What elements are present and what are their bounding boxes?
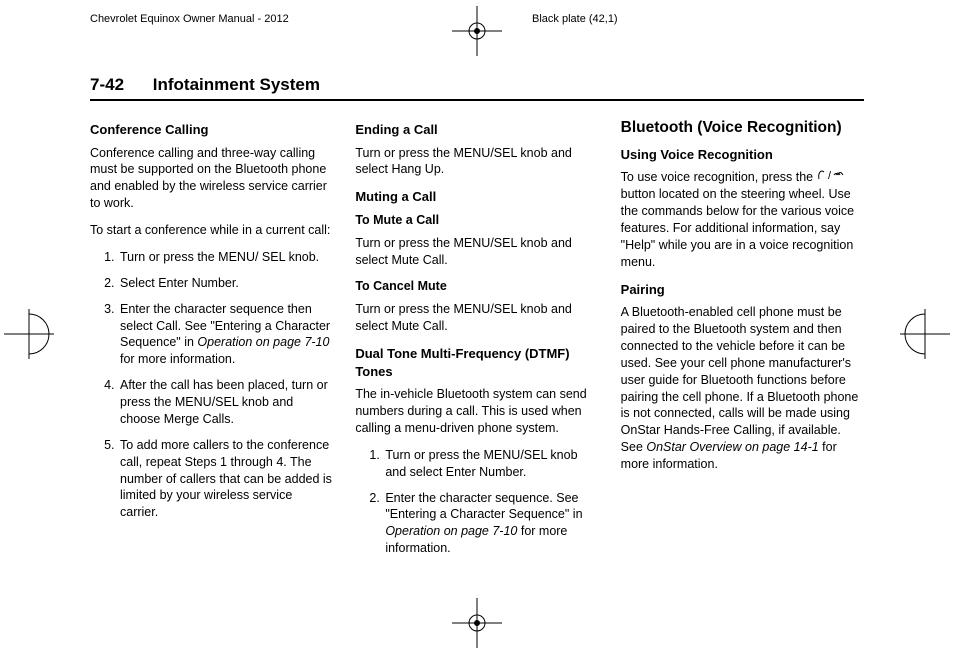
column-3: Bluetooth (Voice Recognition) Using Voic… [621,119,864,567]
registration-mark-left [4,309,54,359]
registration-mark-bottom [452,598,502,648]
list-item: To add more callers to the conference ca… [118,437,333,521]
list-item: After the call has been placed, turn or … [118,377,333,428]
registration-mark-top [452,6,502,56]
list-item: Enter the character sequence then select… [118,301,333,369]
heading-ending-call: Ending a Call [355,121,598,139]
list-item: Turn or press the MENU/ SEL knob. [118,249,333,266]
para: The in-vehicle Bluetooth system can send… [355,386,598,437]
heading-conference-calling: Conference Calling [90,121,333,139]
heading-to-cancel-mute: To Cancel Mute [355,278,598,295]
page-number: 7-42 [90,75,124,95]
voice-button-icon: / [817,169,845,186]
heading-muting-call: Muting a Call [355,188,598,206]
para: To start a conference while in a current… [90,222,333,239]
heading-bluetooth-voice: Bluetooth (Voice Recognition) [621,119,864,138]
para: Turn or press the MENU/SEL knob and sele… [355,235,598,269]
column-2: Ending a Call Turn or press the MENU/SEL… [355,119,598,567]
column-1: Conference Calling Conference calling an… [90,119,333,567]
heading-pairing: Pairing [621,281,864,299]
ordered-list: Turn or press the MENU/SEL knob and sele… [355,447,598,557]
list-item: Turn or press the MENU/SEL knob and sele… [383,447,598,481]
heading-using-voice: Using Voice Recognition [621,146,864,164]
ordered-list: Turn or press the MENU/ SEL knob. Select… [90,249,333,521]
para: To use voice recognition, press the / bu… [621,169,864,271]
para: Turn or press the MENU/SEL knob and sele… [355,145,598,179]
text-columns: Conference Calling Conference calling an… [90,119,864,567]
para: Turn or press the MENU/SEL knob and sele… [355,301,598,335]
para: Conference calling and three-way calling… [90,145,333,213]
cross-ref: OnStar Overview on page 14-1 [646,440,818,454]
section-title: Infotainment System [153,75,320,94]
heading-dtmf: Dual Tone Multi-Frequency (DTMF) Tones [355,345,598,380]
page-header: 7-42 Infotainment System [90,75,864,101]
cross-ref: Operation on page 7-10 [197,335,329,349]
heading-to-mute: To Mute a Call [355,212,598,229]
list-item: Select Enter Number. [118,275,333,292]
para: A Bluetooth-enabled cell phone must be p… [621,304,864,473]
page-content: 7-42 Infotainment System Conference Call… [0,30,954,567]
cross-ref: Operation on page 7-10 [385,524,517,538]
list-item: Enter the character sequence. See "Enter… [383,490,598,558]
svg-text:/: / [828,170,832,181]
header-manual-title: Chevrolet Equinox Owner Manual - 2012 [90,13,422,25]
registration-mark-right [900,309,950,359]
